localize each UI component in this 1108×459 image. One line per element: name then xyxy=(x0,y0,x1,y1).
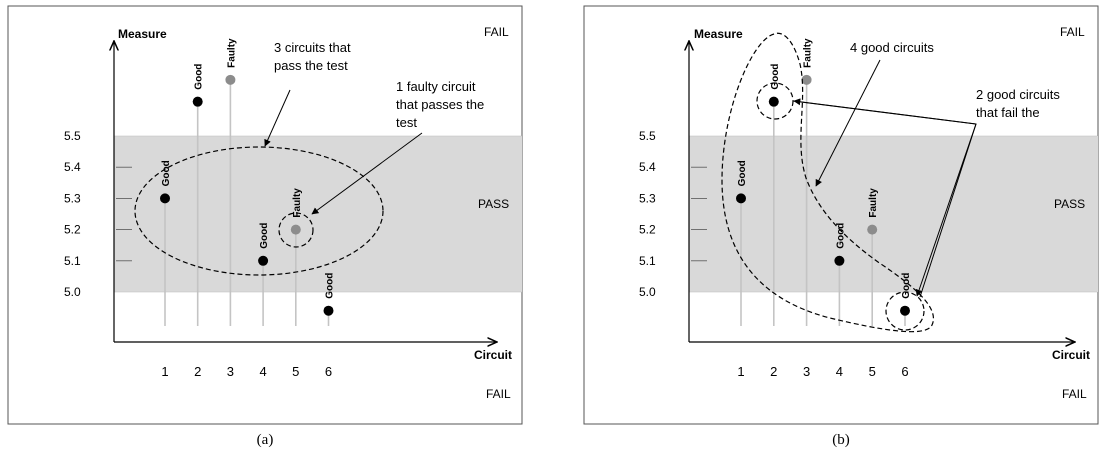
circuit-point-good xyxy=(258,255,269,266)
circuit-point-good xyxy=(160,193,170,204)
panel-a-faulty-highlight xyxy=(278,212,314,248)
circuit-point-faulty xyxy=(801,74,812,85)
circuit-label: Good xyxy=(161,160,172,186)
circuit-label: Good xyxy=(737,160,748,186)
circuit-label: Good xyxy=(835,223,846,249)
x-tick-label: 2 xyxy=(194,364,201,379)
circuit-point-good xyxy=(736,193,746,204)
y-tick-label: 5.2 xyxy=(64,223,81,237)
y-tick-label: 5.3 xyxy=(639,191,656,205)
circuit-label: Good xyxy=(325,273,336,299)
panel-a-x-tick-labels: 1 2 3 4 5 6 xyxy=(161,364,332,379)
panel-b-annotation-2-arrow-a xyxy=(793,98,977,125)
circuit-point-faulty xyxy=(225,74,236,85)
panel-a: Measure Circuit FAIL PASS FAIL 5.0 5.1 5.2… xyxy=(7,5,523,425)
panel-b-caption: (b) xyxy=(832,432,850,448)
x-tick-label: 2 xyxy=(770,364,777,379)
circuit-label: Faulty xyxy=(803,38,814,68)
panel-a-annotation-2: 1 faulty circuit that passes the test xyxy=(396,79,488,130)
panel-a-point-labels: Good Good Faulty Good Faulty Good xyxy=(161,38,336,299)
y-tick-label: 5.5 xyxy=(639,129,656,143)
circuit-label: Good xyxy=(901,273,912,299)
x-tick-label: 1 xyxy=(161,364,168,379)
x-tick-label: 6 xyxy=(325,364,332,379)
y-tick-label: 5.4 xyxy=(64,160,81,174)
panel-a-annotation-1: 3 circuits that pass the test xyxy=(274,40,354,73)
panel-a-fail-bottom-label: FAIL xyxy=(486,387,511,401)
panel-a-y-tick-labels: 5.0 5.1 5.2 5.3 5.4 5.5 xyxy=(64,129,81,299)
x-tick-label: 3 xyxy=(803,364,810,379)
circuit-point-good xyxy=(192,96,203,107)
panel-a-stems xyxy=(164,79,330,326)
panel-b-annotation-1-arrow xyxy=(815,59,881,187)
panel-b: Measure Circuit FAIL PASS FAIL 5.0 5.1 5.2… xyxy=(583,5,1099,425)
y-tick-label: 5.1 xyxy=(64,254,81,268)
panel-a-caption: (a) xyxy=(257,432,274,448)
panel-a-points xyxy=(160,74,334,316)
y-tick-label: 5.4 xyxy=(639,160,656,174)
panel-b-good-circuits-outline xyxy=(721,32,935,333)
panel-b-annotation-2: 2 good circuits that fail the xyxy=(976,87,1063,120)
circuit-label: Faulty xyxy=(292,188,303,218)
panel-b-points xyxy=(736,74,910,316)
circuit-label: Faulty xyxy=(868,188,879,218)
panel-a-annotation-1-arrow xyxy=(264,89,291,147)
y-tick-label: 5.2 xyxy=(639,223,656,237)
panel-a-pass-label: PASS xyxy=(478,197,509,211)
circuit-point-good xyxy=(900,305,910,316)
panel-b-y-tick-marks xyxy=(689,135,1097,293)
x-tick-label: 5 xyxy=(869,364,876,379)
panel-a-y-tick-marks xyxy=(114,135,522,293)
x-tick-label: 5 xyxy=(292,364,299,379)
panel-b-y-axis-label: Measure xyxy=(694,27,743,41)
panel-b-annotation-1: 4 good circuits xyxy=(850,40,934,55)
panel-b-pass-band xyxy=(689,136,1098,292)
panel-b-point-labels: Good Good Faulty Good Faulty Good xyxy=(737,38,912,299)
panel-b-fail-top-label: FAIL xyxy=(1060,25,1085,39)
panel-a-annotation-2-arrow xyxy=(311,132,423,215)
x-tick-label: 1 xyxy=(737,364,744,379)
y-tick-label: 5.3 xyxy=(64,191,81,205)
circuit-label: Good xyxy=(259,223,270,249)
panel-b-pass-label: PASS xyxy=(1054,197,1085,211)
circuit-point-faulty xyxy=(867,224,878,235)
panel-a-y-axis-label: Measure xyxy=(118,27,167,41)
panel-a-x-axis-label: Circuit xyxy=(474,348,512,362)
panel-a-pass-band xyxy=(114,136,522,292)
x-tick-label: 6 xyxy=(901,364,908,379)
y-tick-label: 5.5 xyxy=(64,129,81,143)
panel-b-y-tick-labels: 5.0 5.1 5.2 5.3 5.4 5.5 xyxy=(639,129,656,299)
circuit-point-good xyxy=(323,305,334,316)
circuit-label: Good xyxy=(770,64,781,90)
x-tick-label: 4 xyxy=(259,364,266,379)
panel-b-annotation-2-arrow-b xyxy=(915,123,977,297)
panel-b-stems xyxy=(740,79,906,326)
panel-a-fail-top-label: FAIL xyxy=(484,25,509,39)
circuit-point-good xyxy=(768,96,779,107)
y-tick-label: 5.0 xyxy=(64,285,81,299)
panel-b-x-tick-labels: 1 2 3 4 5 6 xyxy=(737,364,908,379)
panel-b-x-axis-label: Circuit xyxy=(1052,348,1090,362)
circuit-label: Faulty xyxy=(226,38,237,68)
x-tick-label: 3 xyxy=(227,364,234,379)
x-tick-label: 4 xyxy=(836,364,843,379)
panel-a-pass-ellipse xyxy=(134,146,384,276)
circuit-point-faulty xyxy=(290,224,301,235)
panel-b-fail-bottom-label: FAIL xyxy=(1062,387,1087,401)
circuit-label: Good xyxy=(194,64,205,90)
y-tick-label: 5.1 xyxy=(639,254,656,268)
panel-b-good-fail-highlight-6 xyxy=(885,291,925,331)
y-tick-label: 5.0 xyxy=(639,285,656,299)
circuit-point-good xyxy=(834,255,845,266)
